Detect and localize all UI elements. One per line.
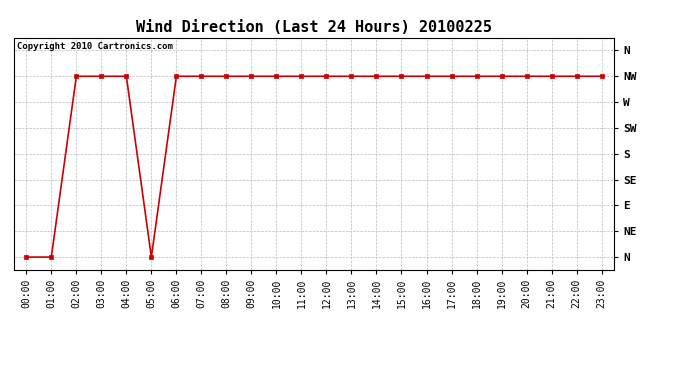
- Title: Wind Direction (Last 24 Hours) 20100225: Wind Direction (Last 24 Hours) 20100225: [136, 20, 492, 35]
- Text: Copyright 2010 Cartronics.com: Copyright 2010 Cartronics.com: [17, 42, 172, 51]
